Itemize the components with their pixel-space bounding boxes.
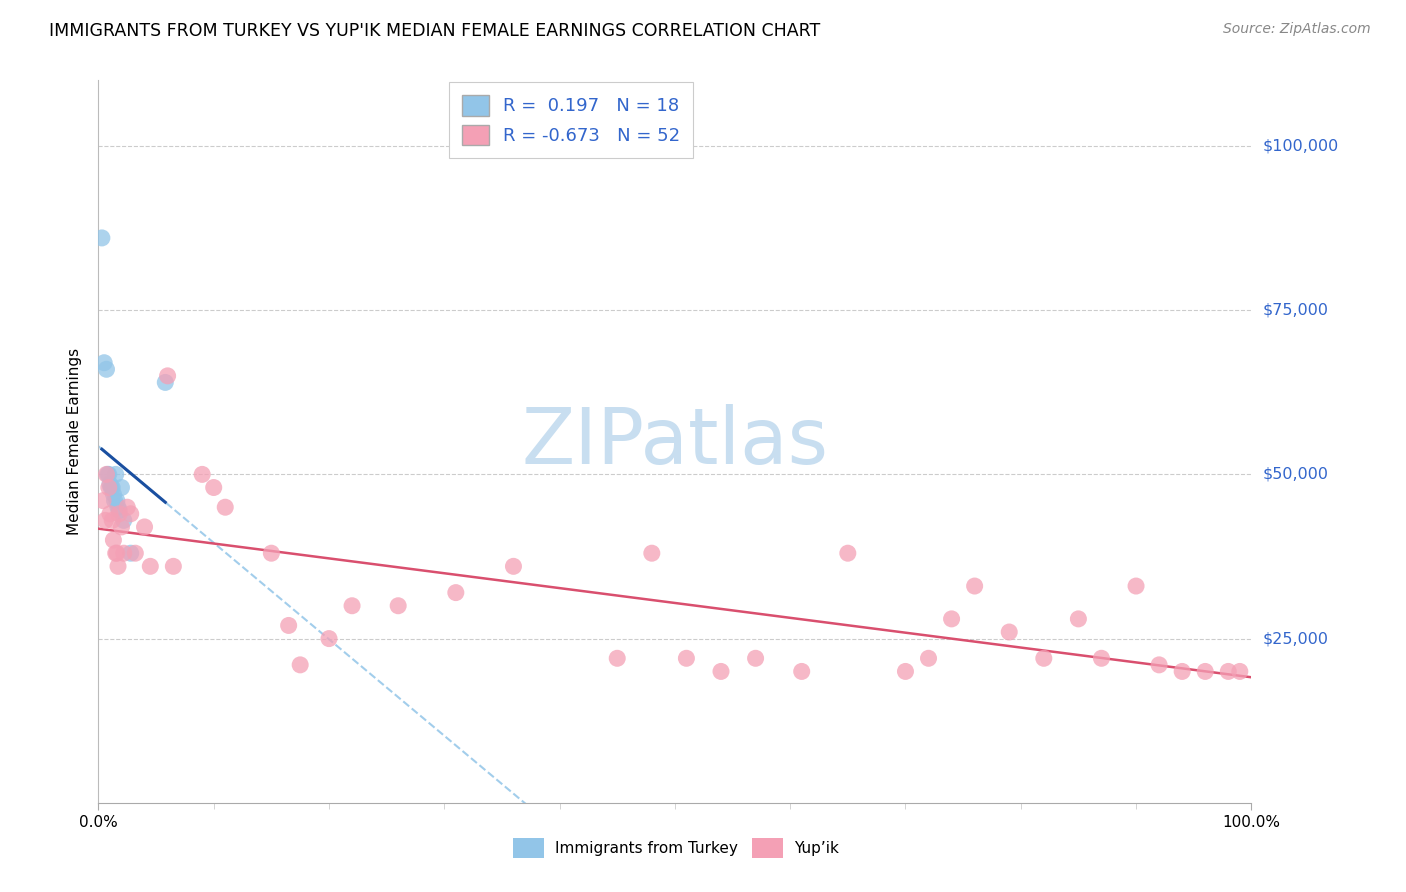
Point — [502, 559, 524, 574]
Point — [444, 585, 467, 599]
Point — [104, 546, 127, 560]
Point — [117, 500, 139, 515]
Point — [1090, 651, 1112, 665]
Point — [156, 368, 179, 383]
Point — [139, 559, 162, 574]
Point — [387, 599, 409, 613]
Text: IMMIGRANTS FROM TURKEY VS YUP'IK MEDIAN FEMALE EARNINGS CORRELATION CHART: IMMIGRANTS FROM TURKEY VS YUP'IK MEDIAN … — [49, 22, 821, 40]
Text: $50,000: $50,000 — [1263, 467, 1329, 482]
Point — [120, 546, 142, 560]
Point — [103, 533, 125, 547]
Point — [941, 612, 963, 626]
Point — [97, 481, 120, 495]
Point — [1229, 665, 1251, 679]
Text: Yup’ik: Yup’ik — [794, 841, 839, 855]
Point — [124, 546, 146, 560]
Point — [94, 513, 117, 527]
Point — [100, 481, 122, 495]
Text: ZIPatlas: ZIPatlas — [522, 403, 828, 480]
Point — [103, 493, 125, 508]
Legend: R =  0.197   N = 18, R = -0.673   N = 52: R = 0.197 N = 18, R = -0.673 N = 52 — [449, 82, 693, 158]
Point — [1067, 612, 1090, 626]
Point — [1171, 665, 1194, 679]
Point — [202, 481, 225, 495]
Text: $75,000: $75,000 — [1263, 302, 1329, 318]
Point — [101, 513, 124, 527]
Y-axis label: Median Female Earnings: Median Female Earnings — [67, 348, 83, 535]
Point — [260, 546, 283, 560]
Point — [790, 665, 813, 679]
Point — [340, 599, 363, 613]
Point — [107, 559, 129, 574]
Point — [112, 513, 135, 527]
Point — [108, 507, 131, 521]
Point — [97, 467, 120, 482]
Point — [1218, 665, 1240, 679]
Point — [1125, 579, 1147, 593]
Point — [710, 665, 733, 679]
Point — [917, 651, 939, 665]
Point — [112, 546, 135, 560]
Text: $100,000: $100,000 — [1263, 138, 1339, 153]
Point — [1032, 651, 1054, 665]
Point — [214, 500, 236, 515]
Point — [110, 481, 132, 495]
Point — [606, 651, 628, 665]
Point — [101, 481, 124, 495]
Point — [98, 477, 121, 491]
Point — [96, 467, 118, 482]
Point — [894, 665, 917, 679]
Point — [277, 618, 299, 632]
Point — [1147, 657, 1170, 672]
Point — [107, 500, 129, 515]
Point — [675, 651, 697, 665]
Point — [837, 546, 859, 560]
Point — [318, 632, 340, 646]
Point — [104, 467, 127, 482]
Point — [120, 507, 142, 521]
Point — [93, 356, 115, 370]
Point — [134, 520, 156, 534]
Point — [641, 546, 664, 560]
Point — [91, 493, 114, 508]
Point — [1194, 665, 1216, 679]
Point — [155, 376, 177, 390]
Point — [963, 579, 986, 593]
Point — [98, 507, 121, 521]
Point — [162, 559, 184, 574]
Point — [105, 546, 128, 560]
Point — [744, 651, 766, 665]
Point — [108, 503, 131, 517]
Point — [290, 657, 312, 672]
Point — [110, 520, 132, 534]
Point — [191, 467, 214, 482]
Text: $25,000: $25,000 — [1263, 632, 1329, 646]
Point — [97, 467, 120, 482]
Point — [105, 493, 128, 508]
Point — [90, 231, 112, 245]
Text: Immigrants from Turkey: Immigrants from Turkey — [555, 841, 738, 855]
Point — [103, 487, 125, 501]
Point — [96, 362, 118, 376]
Text: Source: ZipAtlas.com: Source: ZipAtlas.com — [1223, 22, 1371, 37]
Point — [998, 625, 1021, 640]
